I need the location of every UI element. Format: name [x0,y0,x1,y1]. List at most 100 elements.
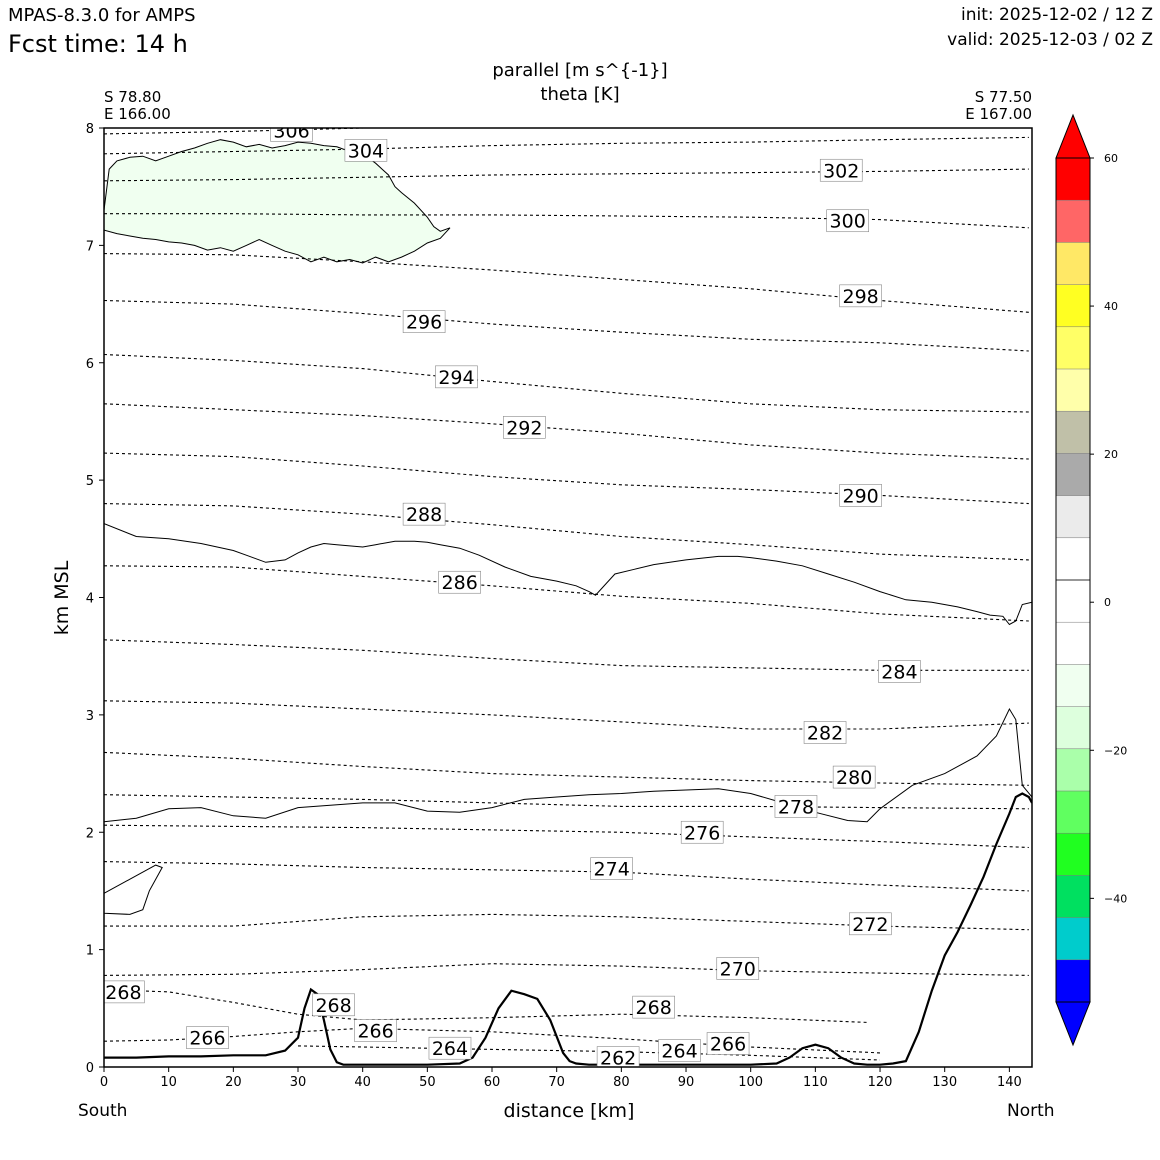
theta-label-272: 272 [849,912,892,936]
plot-content: 306 304 302 300 298 296 294 292 290 288 286 284 282 2… [104,128,1032,1070]
theta-label-box [344,139,388,162]
colorbar-extend-max [1055,113,1091,159]
theta-label-box [826,209,869,233]
theta-label-box [632,995,675,1019]
south-end-label: South [78,1101,128,1121]
theta-contour-304 [104,136,1029,155]
theta-contour-288 [104,503,1029,561]
colorbar-level [1056,622,1090,665]
theta-label-box [438,570,481,594]
theta-label-268: 268 [104,980,145,1004]
theta-label-text: 264 [661,1041,697,1063]
theta-contour-270 [104,963,1029,976]
theta-label-text: 268 [315,995,351,1017]
y-tick-label: 2 [86,826,94,841]
theta-label-294: 294 [435,365,478,389]
theta-label-text: 266 [357,1021,393,1043]
x-tick-label: 100 [738,1075,763,1090]
theta-label-box [832,765,876,789]
theta-label-306: 306 [270,128,313,142]
theta-label-text: 282 [807,722,843,744]
theta-label-box [402,502,446,526]
theta-label-262: 262 [596,1046,640,1070]
theta-label-box [428,1036,472,1060]
x-tick-label: 50 [419,1075,436,1090]
x-tick-label: 60 [484,1075,501,1090]
theta-label-text: 300 [830,211,866,233]
colorbar-tick-label: 60 [1104,152,1118,165]
theta-label-box [849,912,892,936]
theta-label-text: 280 [836,767,872,789]
x-axis-label: distance [km] [503,1100,635,1122]
plot-region: 306 304 302 300 298 296 294 292 290 288 286 284 282 2… [104,128,1032,1070]
y-tick-label: 8 [86,122,94,137]
theta-label-296: 296 [402,310,446,334]
colorbar-level [1056,284,1090,327]
end-lat: S 77.50 [974,88,1032,106]
colorbar-tick-label: 20 [1104,448,1118,461]
colorbar-level [1056,580,1090,623]
theta-label-text: 296 [406,312,442,334]
end-lon: E 167.00 [965,105,1032,123]
theta-label-box [803,721,847,744]
x-tick-label: 120 [868,1075,893,1090]
theta-label-278: 278 [774,795,818,818]
theta-label-text: 278 [778,796,814,818]
north-end-label: North [1007,1101,1055,1121]
theta-contour-282 [104,700,1029,730]
plot-frame [103,127,1033,1068]
model-label: MPAS-8.3.0 for AMPS [8,5,196,26]
x-tick-label: 30 [290,1075,307,1090]
theta-label-text: 276 [684,822,720,844]
theta-label-286: 286 [438,570,481,594]
colorbar-tick-label: −40 [1104,892,1127,905]
theta-label-276: 276 [680,820,724,844]
theta-label-box [186,1026,229,1049]
theta-label-box [312,993,355,1017]
theta-contour-280 [104,751,1029,786]
end-point-coords: S 77.50 E 167.00 [965,89,1032,123]
x-tick-label: 90 [678,1075,695,1090]
theta-contour-296 [104,299,1029,352]
theta-label-box [839,484,882,507]
theta-label-text: 294 [438,367,474,389]
start-lat: S 78.80 [104,88,162,106]
x-tick-label: 40 [354,1075,371,1090]
theta-label-text: 298 [842,286,878,308]
theta-contour-300 [104,213,1029,229]
theta-label-box [706,1032,750,1055]
theta-label-text: 266 [189,1028,225,1050]
theta-label-300: 300 [826,209,869,233]
wind-zero-contour-3 [104,864,163,915]
colorbar-level [1056,959,1090,1002]
y-tick-label: 1 [86,944,94,959]
axes: 0 10 20 30 40 50 60 70 80 90 100 110 120 130 140 0 1 2 3 4 5… [86,122,1033,1090]
theta-contour-274 [104,861,1029,892]
colorbar-level [1056,875,1090,918]
y-tick-label: 0 [86,1061,94,1076]
theta-label-274: 274 [590,857,633,881]
negative-wind-region [104,139,451,264]
theta-label-text: 262 [600,1048,636,1070]
start-lon: E 166.00 [104,105,171,123]
theta-contour-278 [104,794,1029,810]
theta-label-302: 302 [819,158,863,182]
theta-label-box [596,1046,640,1067]
y-tick-label: 6 [86,357,94,372]
theta-label-box [716,957,760,980]
x-tick-label: 10 [160,1075,177,1090]
colorbar-level [1056,791,1090,834]
theta-contour-294 [104,353,1029,413]
theta-contour-302 [104,168,1029,182]
colorbar-level [1056,495,1090,538]
theta-label-box [503,416,546,439]
theta-label-298: 298 [839,284,882,308]
theta-label-box [354,1019,397,1042]
colorbar-level [1056,326,1090,369]
theta-contour-290 [104,452,1029,505]
colorbar-level [1056,664,1090,707]
colorbar-level [1056,748,1090,791]
theta-label-text: 302 [823,160,859,182]
theta-label-text: 270 [720,958,756,980]
